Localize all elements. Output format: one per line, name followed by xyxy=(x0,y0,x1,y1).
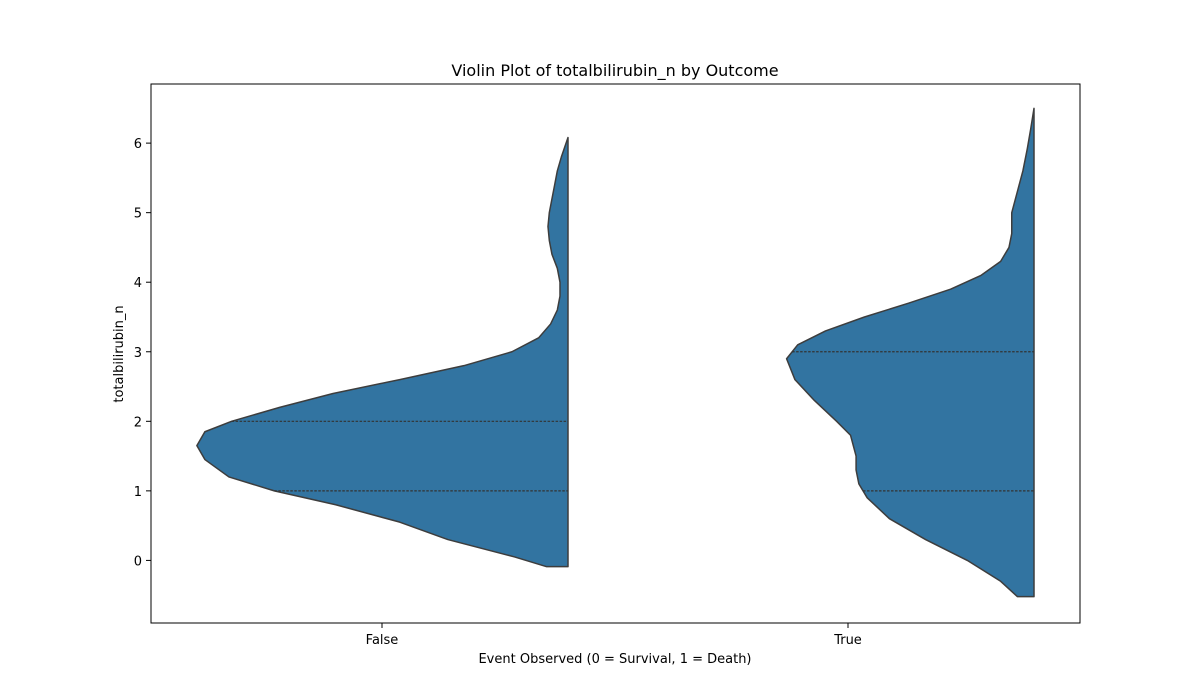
y-tick-label: 4 xyxy=(134,276,142,291)
y-axis-label: totalbilirubin_n xyxy=(112,305,127,402)
x-axis: False True xyxy=(366,623,862,648)
y-tick-label: 1 xyxy=(134,485,142,500)
y-tick-label: 2 xyxy=(134,415,142,430)
violins-layer xyxy=(196,107,1035,598)
x-axis-label: Event Observed (0 = Survival, 1 = Death) xyxy=(478,652,751,667)
y-tick-label: 5 xyxy=(134,207,142,222)
y-tick-label: 0 xyxy=(134,554,142,569)
x-tick-label-true: True xyxy=(833,633,862,648)
plot-frame xyxy=(150,83,1081,624)
chart-title: Violin Plot of totalbilirubin_n by Outco… xyxy=(451,61,778,81)
x-tick-label-false: False xyxy=(366,633,399,648)
y-axis: 0 1 2 3 4 5 6 xyxy=(134,137,151,569)
violin-false xyxy=(196,136,569,568)
violin-true xyxy=(785,107,1035,598)
y-tick-label: 3 xyxy=(134,346,142,361)
y-tick-label: 6 xyxy=(134,137,142,152)
